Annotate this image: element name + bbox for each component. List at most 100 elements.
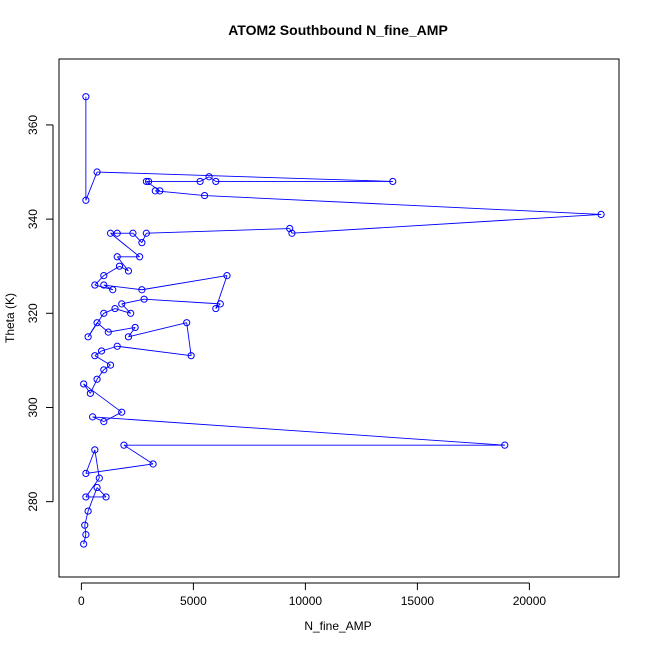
series-segment: [94, 449, 100, 479]
data-point: [124, 333, 133, 341]
data-point: [212, 177, 220, 186]
series-segment: [92, 416, 505, 446]
series-segment: [97, 171, 393, 182]
series-segment: [96, 369, 105, 380]
data-point: [138, 286, 146, 294]
data-point: [120, 441, 128, 449]
series-segment: [89, 379, 98, 394]
data-point: [106, 361, 115, 369]
data-point: [212, 304, 220, 313]
x-tick-label: 5000: [180, 594, 207, 608]
series-segment: [96, 487, 107, 498]
data-point: [93, 483, 101, 492]
series-segment: [186, 322, 192, 356]
data-point: [111, 304, 119, 313]
data-point: [100, 281, 108, 289]
x-tick-label: 15000: [401, 594, 435, 608]
data-point: [97, 347, 106, 355]
series-segment: [155, 190, 205, 197]
series-points: [80, 93, 605, 548]
data-point: [100, 309, 108, 317]
data-point: [136, 253, 144, 261]
data-point: [82, 469, 90, 477]
x-tick-label: 0: [78, 594, 85, 608]
data-point: [151, 187, 159, 195]
series-segment: [83, 534, 87, 545]
series-segment: [96, 322, 109, 333]
x-axis: 0 5000 10000 15000 20000: [78, 582, 547, 608]
series-segment: [85, 463, 154, 474]
y-tick-label: 280: [26, 491, 40, 511]
series-segment: [84, 510, 89, 526]
series-segment: [110, 232, 140, 258]
series-segment: [87, 487, 98, 512]
x-axis-label: N_fine_AMP: [304, 619, 371, 633]
data-point: [196, 177, 204, 186]
data-point: [149, 460, 157, 468]
data-point: [86, 389, 94, 397]
y-tick-label: 360: [26, 115, 40, 135]
data-point: [201, 191, 209, 200]
series-segment: [204, 195, 602, 215]
data-point: [93, 168, 101, 176]
series-segment: [84, 525, 87, 535]
data-point: [129, 229, 137, 237]
chart-title: ATOM2 Southbound N_fine_AMP: [228, 22, 448, 38]
series-segment: [117, 345, 192, 357]
x-tick-label: 10000: [289, 594, 323, 608]
data-point: [131, 323, 139, 332]
series-segment: [291, 213, 602, 234]
series-segment: [83, 383, 91, 394]
series-segment: [208, 176, 217, 182]
y-axis: 280 300 320 340 360: [26, 115, 54, 512]
data-point: [118, 300, 126, 308]
series-segment: [87, 313, 105, 338]
series-segment: [83, 383, 122, 413]
data-point: [93, 319, 101, 327]
series-segment: [141, 275, 228, 291]
series-segment: [85, 171, 98, 201]
data-point: [187, 352, 195, 360]
series-segment: [108, 326, 136, 333]
data-point: [91, 446, 99, 454]
series-segment: [94, 275, 105, 286]
data-point: [104, 328, 112, 336]
data-point: [501, 441, 509, 449]
data-point: [140, 295, 148, 303]
data-point: [118, 408, 126, 416]
series-segment: [121, 303, 132, 314]
series-segment: [132, 232, 143, 243]
y-tick-label: 300: [26, 397, 40, 417]
data-point: [100, 272, 108, 280]
series-lines: [83, 96, 602, 545]
data-point: [80, 380, 88, 388]
series-segment: [103, 364, 111, 371]
data-point: [124, 267, 133, 275]
data-point: [89, 413, 97, 421]
data-point: [102, 493, 110, 501]
data-point: [113, 229, 121, 237]
y-tick-label: 320: [26, 303, 40, 323]
series-segment: [199, 176, 210, 182]
series-segment: [128, 322, 187, 338]
data-point: [113, 253, 121, 261]
series-segment: [85, 477, 100, 498]
data-point: [93, 375, 101, 383]
series-segment: [94, 350, 102, 357]
x-tick-label: 20000: [513, 594, 547, 608]
data-point: [81, 521, 89, 529]
data-point: [82, 93, 90, 101]
series-segment: [119, 265, 129, 272]
data-point: [127, 309, 135, 317]
series-segment: [144, 298, 221, 305]
data-point: [597, 210, 605, 218]
series-segment: [85, 449, 96, 474]
data-point: [156, 187, 164, 195]
data-point: [95, 474, 103, 482]
series-segment: [92, 416, 104, 423]
data-point: [100, 366, 108, 374]
data-point: [288, 229, 296, 237]
data-point: [142, 229, 150, 237]
series-segment: [146, 181, 161, 192]
